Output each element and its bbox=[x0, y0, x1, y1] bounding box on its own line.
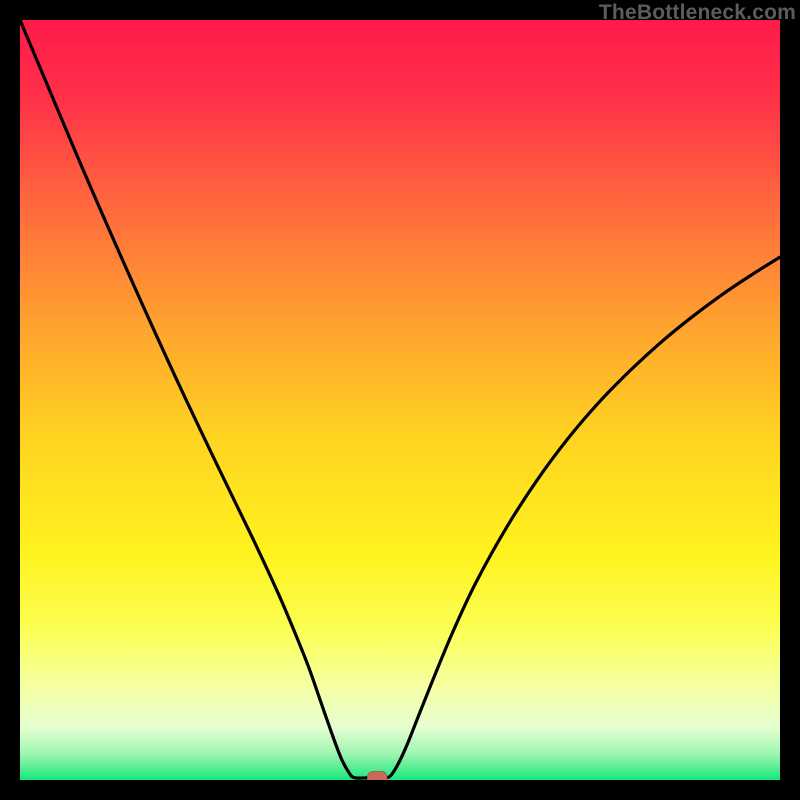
plot-area bbox=[20, 20, 780, 780]
bottleneck-chart bbox=[20, 20, 780, 780]
gradient-background bbox=[20, 20, 780, 780]
chart-frame: TheBottleneck.com bbox=[0, 0, 800, 800]
watermark-text: TheBottleneck.com bbox=[599, 1, 796, 25]
optimal-point-marker bbox=[367, 771, 387, 780]
